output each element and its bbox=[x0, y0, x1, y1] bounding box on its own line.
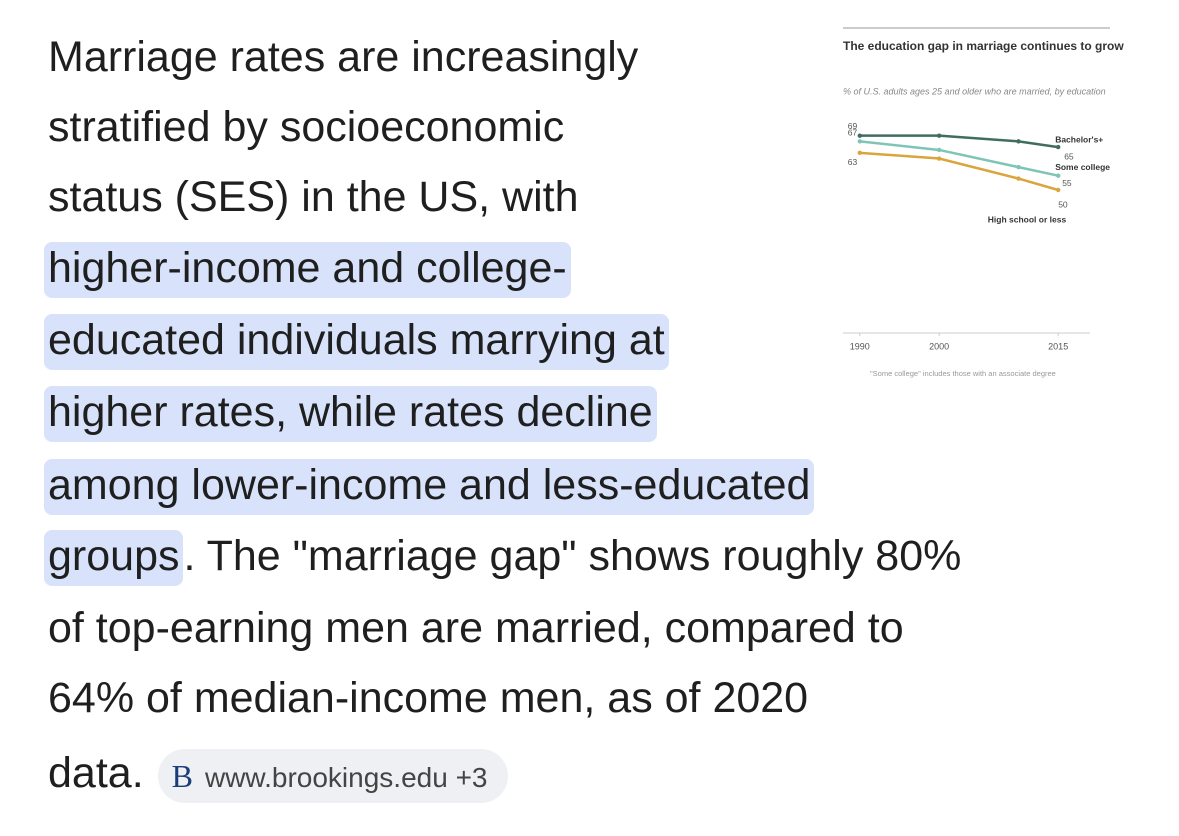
text-span: data. bbox=[48, 749, 144, 797]
series-label: Some college bbox=[1055, 162, 1110, 172]
series-label: High school or less bbox=[988, 214, 1067, 224]
chart-title: The education gap in marriage continues … bbox=[843, 39, 1124, 53]
text-span: of top-earning men are married, compared… bbox=[48, 604, 904, 652]
point bbox=[936, 133, 942, 138]
text-line: groups. The "marriage gap" shows roughly… bbox=[44, 520, 962, 592]
chart-subtitle: % of U.S. adults ages 25 and older who a… bbox=[843, 86, 1106, 96]
highlighted-text: higher-income and college- bbox=[44, 242, 571, 298]
chart-note: "Some college" includes those with an as… bbox=[870, 369, 1056, 378]
text-line: higher rates, while rates decline bbox=[44, 376, 657, 448]
point bbox=[1016, 164, 1021, 170]
text-span: . The "marriage gap" shows roughly 80% bbox=[183, 532, 962, 580]
text-line: Marriage rates are increasingly bbox=[48, 21, 638, 93]
value-label: 69 bbox=[848, 121, 858, 131]
series-line bbox=[859, 134, 1059, 149]
text-line: higher-income and college- bbox=[44, 232, 571, 304]
text-span: stratified by socioeconomic bbox=[48, 103, 565, 151]
source-icon: B bbox=[171, 757, 193, 794]
text-line: educated individuals marrying at bbox=[44, 304, 669, 376]
point bbox=[1055, 187, 1061, 193]
series-label: Bachelor's+ bbox=[1055, 134, 1103, 144]
point bbox=[857, 139, 863, 144]
text-line: among lower-income and less-educated bbox=[44, 449, 815, 521]
point bbox=[1016, 139, 1021, 144]
point bbox=[857, 150, 863, 156]
text-line: of top-earning men are married, compared… bbox=[48, 592, 904, 664]
x-tick-label: 1990 bbox=[850, 341, 870, 351]
series-line bbox=[859, 140, 1059, 177]
text-line: stratified by socioeconomic bbox=[48, 91, 564, 163]
text-span: Marriage rates are increasingly bbox=[48, 33, 639, 81]
highlighted-text: educated individuals marrying at bbox=[44, 314, 669, 370]
value-label: 65 bbox=[1064, 151, 1074, 161]
x-tick-label: 2000 bbox=[929, 341, 949, 351]
point bbox=[1016, 176, 1021, 181]
value-label: 50 bbox=[1058, 199, 1068, 209]
point bbox=[1055, 144, 1061, 150]
text-span: 64% of median-income men, as of 2020 bbox=[48, 674, 809, 722]
source-label: www.brookings.edu +3 bbox=[204, 761, 488, 793]
text-span: status (SES) in the US, with bbox=[48, 173, 579, 221]
point bbox=[857, 133, 863, 138]
text-line: status (SES) in the US, with bbox=[48, 161, 579, 233]
text-line: 64% of median-income men, as of 2020 bbox=[48, 662, 808, 734]
x-tick-label: 2015 bbox=[1048, 341, 1068, 351]
highlighted-text: among lower-income and less-educated bbox=[44, 459, 815, 515]
highlighted-text: higher rates, while rates decline bbox=[44, 386, 657, 442]
value-label: 63 bbox=[848, 157, 858, 167]
point bbox=[1055, 173, 1061, 178]
value-label: 55 bbox=[1062, 178, 1072, 188]
value-label: 67 bbox=[848, 128, 858, 138]
point bbox=[936, 156, 942, 161]
highlighted-text: groups bbox=[44, 530, 184, 586]
point bbox=[936, 147, 942, 153]
series-line bbox=[859, 151, 1059, 192]
chart: The education gap in marriage continues … bbox=[843, 27, 1124, 378]
